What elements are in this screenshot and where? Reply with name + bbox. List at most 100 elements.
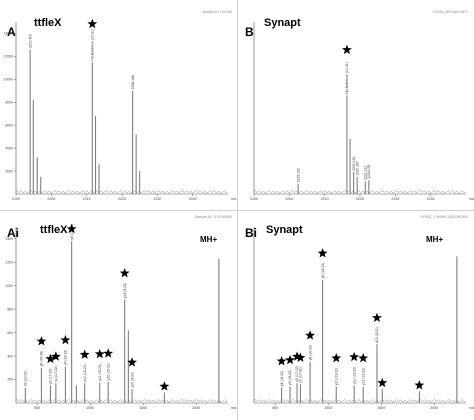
peak-label: y12 (15-22) <box>106 363 110 380</box>
star-marker <box>159 381 170 391</box>
y-tick-label: 1400 <box>5 237 13 241</box>
panel-Bi: Bi Synapt MH+ SYN01_1 MSMS 1000 MS/MS 50… <box>238 211 474 420</box>
header-text-right: Sample A / 100 MS <box>202 10 232 14</box>
panel-Ai: Ai ttfleX MH+ Sample A1 / 100 MSMS 200 40… <box>0 211 237 420</box>
y-tick-label: 1200 <box>5 260 13 264</box>
star-marker <box>119 268 130 278</box>
star-marker <box>94 348 105 359</box>
peak-label: y14 (9-22) <box>123 283 127 298</box>
x-tick-label: 2190 <box>12 197 20 201</box>
panel-B: B Synapt SYN01_MH MAS MH+ 2190 2200 2210 22… <box>238 0 474 210</box>
peak-label: y6 (25-28) <box>40 351 44 366</box>
x-tick-label: 2200 <box>285 197 293 201</box>
peak-label: y3 (17-22) <box>299 367 303 382</box>
y-tick-label: 6000 <box>5 123 13 127</box>
star-marker <box>305 330 316 340</box>
peak-label: y15 (9-22) <box>130 372 134 387</box>
panel-label: B <box>245 25 254 39</box>
peak-label: y2 (17-22) <box>49 368 53 383</box>
y-tick-label: 600 <box>7 331 13 335</box>
star-marker <box>66 223 77 234</box>
peak-label: y10 (13-22) <box>335 368 339 385</box>
star-marker <box>349 351 360 362</box>
instrument-name: ttfleX <box>40 224 68 236</box>
star-marker <box>103 348 114 358</box>
peak-label: y7 (18-22) <box>64 350 68 365</box>
peak-label: y1 (17-22) <box>54 366 58 381</box>
baseline-noise <box>253 189 466 194</box>
x-tick-label: 2000 <box>192 406 200 410</box>
peak-label: y10 (15-22) <box>83 364 87 381</box>
star-marker <box>414 380 425 390</box>
y-tick-label: 12000 <box>4 55 14 59</box>
y-tick-label: 10000 <box>4 78 14 82</box>
star-marker <box>45 353 56 364</box>
peak-label: 2230.162 <box>352 156 356 170</box>
baseline-noise <box>15 189 228 194</box>
peak-label: Hb-Baltimore (10-31) <box>345 62 349 94</box>
x-tick-label: 1000 <box>324 406 332 410</box>
peak-label: y2 (17-22) <box>295 366 299 381</box>
star-marker <box>87 18 98 29</box>
peak-label: Hb-Baltimore (10-31) <box>91 29 95 61</box>
star-marker <box>372 312 382 323</box>
peak-label: 2231.131 <box>364 166 368 180</box>
peak-label: y13 (9-22) <box>375 327 379 342</box>
x-tick-label: 2210 <box>83 197 91 201</box>
x-unit-label: m/z <box>469 197 474 201</box>
peak-label: y8 (16-22) <box>308 345 312 360</box>
peak-label: 2236.188 <box>131 75 135 89</box>
spectrum-Ai: 200 400 600 800 1000 1200 1400 500 1000 1500 2000 m… <box>5 223 237 410</box>
peak-label: 2230.167 <box>355 161 359 175</box>
star-marker <box>377 377 388 388</box>
peak-label: y12 (12-22) <box>361 368 365 385</box>
star-marker <box>285 354 295 365</box>
x-tick-label: 500 <box>34 406 40 410</box>
x-tick-label: 2240 <box>427 197 435 201</box>
instrument-name: ttfleX <box>34 17 62 29</box>
star-marker <box>127 357 138 367</box>
instrument-name: Synapt <box>266 224 303 236</box>
star-marker <box>317 248 328 258</box>
y-tick-label: 200 <box>7 378 13 382</box>
star-marker <box>60 334 71 345</box>
peak-label: y5 (14-22) <box>70 224 74 239</box>
vertical-divider <box>237 0 238 420</box>
header-text-right: SYN01_1 MSMS 1000 MS/MS <box>420 215 468 219</box>
peak-label: y5 (18-22) <box>288 370 292 385</box>
y-tick-label: 8000 <box>5 100 13 104</box>
x-unit-label: m/z <box>469 406 474 410</box>
spectrum-Bi: 500 1000 1500 2000 m/z y4 (19-22) y5 (18-22) y2… <box>253 227 474 410</box>
star-marker <box>358 352 369 363</box>
x-tick-label: 2220 <box>118 197 126 201</box>
star-marker <box>36 336 47 346</box>
peak-label: y11 (13-22) <box>352 367 356 384</box>
mh-label: MH+ <box>426 235 444 244</box>
x-tick-label: 2000 <box>430 406 438 410</box>
y-tick-label: 4000 <box>5 146 13 150</box>
x-tick-label: 2230 <box>391 197 399 201</box>
baseline-noise <box>15 398 228 403</box>
peak-label: b3 (10-22) <box>24 371 28 387</box>
x-tick-label: 2240 <box>189 197 197 201</box>
peak-label: 2234.125 <box>367 164 371 178</box>
y-tick-label: 14000 <box>4 32 14 36</box>
panel-A: A ttfleX Sample A / 100 MS 2000 4000 6000 8… <box>0 0 237 210</box>
peak-label: y11 (15-22) <box>98 364 102 381</box>
x-tick-label: 2190 <box>250 197 258 201</box>
star-marker <box>50 351 61 361</box>
star-marker <box>79 349 90 359</box>
star-marker <box>331 352 342 363</box>
x-tick-label: 1000 <box>86 406 94 410</box>
x-tick-label: 1500 <box>139 406 147 410</box>
star-marker <box>295 352 306 362</box>
peak-label: y5 (14-22) <box>321 263 325 278</box>
y-tick-label: 2000 <box>5 169 13 173</box>
star-marker <box>276 356 287 366</box>
x-tick-label: 2230 <box>153 197 161 201</box>
header-text-right: SYN01_MH MAS MH+ <box>432 10 469 14</box>
x-tick-label: 2200 <box>47 197 55 201</box>
x-tick-label: 1500 <box>377 406 385 410</box>
x-tick-label: 500 <box>272 406 278 410</box>
spectrum-B: 2190 2200 2210 2220 2230 2240 m/z 2229.152 Hb-Ba… <box>250 22 474 201</box>
